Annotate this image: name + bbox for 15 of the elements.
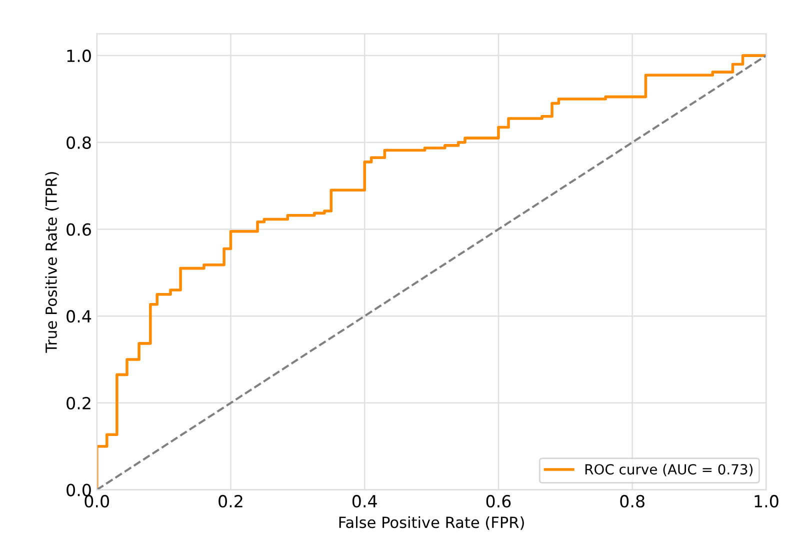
- y-tick-label: 0.0: [66, 484, 91, 496]
- y-tick-label: 1.0: [67, 50, 91, 62]
- legend-label: ROC curve (AUC = 0.73): [585, 464, 753, 476]
- x-tick-label: 1.0: [754, 494, 778, 508]
- y-tick-label: 0.6: [66, 223, 91, 236]
- x-tick-label: 0.8: [620, 494, 644, 508]
- x-axis-title: False Positive Rate (FPR): [339, 516, 524, 530]
- x-tick-label: 0.6: [486, 494, 511, 508]
- y-tick-label: 0.2: [66, 396, 90, 410]
- y-tick-label: 0.4: [66, 310, 92, 323]
- y-axis-title: True Positive Rate (TPR): [45, 172, 59, 353]
- x-tick-label: 0.0: [84, 494, 110, 508]
- y-tick-label: 0.8: [66, 136, 91, 149]
- x-tick-label: 0.2: [218, 494, 242, 508]
- x-tick-label: 0.4: [352, 494, 377, 508]
